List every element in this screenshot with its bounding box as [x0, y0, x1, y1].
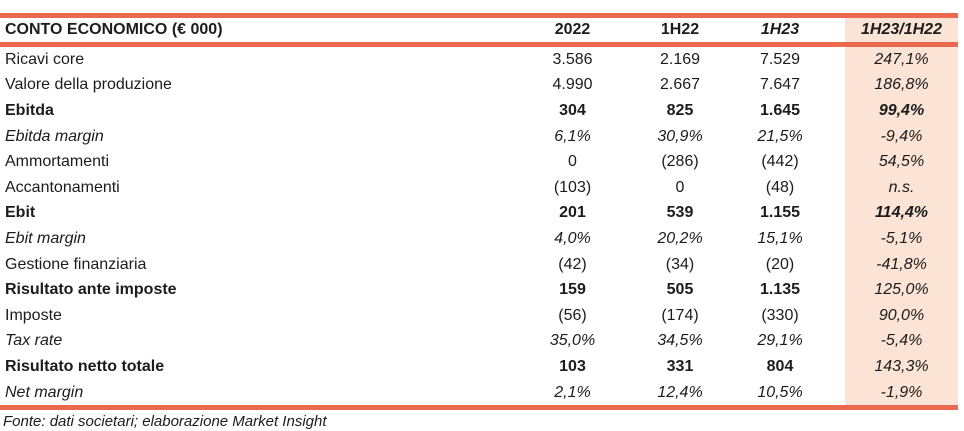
- cell-1h23: 10,5%: [757, 383, 803, 401]
- cell-ratio: 114,4%: [845, 200, 958, 227]
- cell-1h23: 804: [766, 357, 794, 375]
- cell-2022: (56): [558, 306, 587, 324]
- table-row-ebit: Ebit 201 539 1.155 114,4%: [0, 200, 958, 227]
- table-row-risultato-ante-imposte: Risultato ante imposte 159 505 1.135 125…: [0, 277, 958, 303]
- cell-2022: 3.586: [552, 50, 593, 68]
- cell-ratio: -9,4%: [845, 123, 958, 150]
- row-label: Ricavi core: [5, 50, 85, 68]
- cell-2022: (42): [558, 255, 587, 273]
- cell-2022: 304: [559, 101, 586, 119]
- cell-ratio: 143,3%: [845, 354, 958, 380]
- row-label: Imposte: [5, 306, 62, 324]
- row-label: Risultato netto totale: [5, 357, 165, 375]
- table-title: CONTO ECONOMICO (€ 000): [5, 21, 223, 38]
- col-header-2022: 2022: [554, 21, 591, 38]
- row-label: Accantonamenti: [5, 178, 120, 196]
- row-label: Valore della produzione: [5, 76, 172, 94]
- row-label: Ebitda: [5, 101, 54, 119]
- top-rule: [0, 13, 958, 18]
- cell-ratio: -1,9%: [845, 379, 958, 406]
- cell-ratio: n.s.: [845, 174, 958, 201]
- cell-2022: 103: [559, 357, 586, 375]
- cell-1h23: 7.647: [759, 76, 801, 94]
- source-note: Fonte: dati societari; elaborazione Mark…: [3, 413, 327, 431]
- cell-1h23: (442): [761, 153, 799, 171]
- cell-1h22: (34): [665, 255, 695, 273]
- cell-1h23: 7.529: [759, 50, 801, 68]
- row-label: Risultato ante imposte: [5, 281, 177, 299]
- cell-ratio: -5,1%: [845, 226, 958, 252]
- row-label: Ammortamenti: [5, 153, 110, 171]
- cell-1h22: 34,5%: [657, 332, 703, 350]
- table-row-ebitda-margin: Ebitda margin 6,1% 30,9% 21,5% -9,4%: [0, 123, 958, 150]
- cell-1h22: 539: [666, 204, 694, 222]
- table-row-tax-rate: Tax rate 35,0% 34,5% 29,1% -5,4%: [0, 328, 958, 355]
- cell-ratio: 186,8%: [845, 72, 958, 99]
- header-rule: [0, 42, 958, 47]
- cell-1h23: 15,1%: [757, 229, 803, 247]
- col-header-1h23: 1H23: [760, 21, 800, 38]
- table-row-valore-produzione: Valore della produzione 4.990 2.667 7.64…: [0, 72, 958, 99]
- cell-2022: 0: [568, 153, 577, 171]
- table-row-risultato-netto-totale: Risultato netto totale 103 331 804 143,3…: [0, 354, 958, 380]
- cell-ratio: 99,4%: [845, 98, 958, 124]
- row-label: Gestione finanziaria: [5, 255, 147, 273]
- cell-1h22: 30,9%: [657, 127, 703, 145]
- cell-1h22: 2.169: [659, 50, 701, 68]
- cell-2022: 6,1%: [554, 127, 591, 145]
- cell-ratio: 247,1%: [845, 47, 958, 73]
- cell-ratio: 90,0%: [845, 302, 958, 329]
- row-label: Net margin: [5, 383, 84, 401]
- cell-1h23: (330): [761, 306, 799, 324]
- col-header-1h22: 1H22: [660, 21, 700, 38]
- cell-1h22: 505: [666, 281, 694, 299]
- cell-2022: 2,1%: [554, 383, 591, 401]
- cell-2022: 159: [559, 281, 586, 299]
- row-label: Ebitda margin: [5, 127, 104, 145]
- bottom-rule: [0, 405, 958, 411]
- cell-ratio: -5,4%: [845, 328, 958, 355]
- col-header-1h23-1h22: 1H23/1H22: [845, 18, 958, 42]
- cell-1h22: 331: [666, 357, 694, 375]
- table-row-ammortamenti: Ammortamenti 0 (286) (442) 54,5%: [0, 149, 958, 175]
- cell-2022: (103): [553, 178, 592, 196]
- cell-ratio: 125,0%: [845, 277, 958, 303]
- cell-1h23: (48): [765, 178, 795, 196]
- cell-1h23: 1.645: [759, 101, 801, 119]
- cell-1h22: (174): [661, 306, 699, 324]
- cell-2022: 4,0%: [554, 229, 591, 247]
- row-label: Ebit margin: [5, 229, 86, 247]
- cell-2022: 201: [559, 204, 586, 222]
- table-row-ebit-margin: Ebit margin 4,0% 20,2% 15,1% -5,1%: [0, 226, 958, 252]
- cell-1h22: 0: [675, 178, 685, 196]
- cell-2022: 4.990: [552, 76, 593, 94]
- table-row-net-margin: Net margin 2,1% 12,4% 10,5% -1,9%: [0, 379, 958, 406]
- cell-2022: 35,0%: [549, 332, 596, 350]
- table-row-gestione-finanziaria: Gestione finanziaria (42) (34) (20) -41,…: [0, 251, 958, 278]
- cell-1h23: 21,5%: [757, 127, 803, 145]
- cell-1h22: 2.667: [659, 76, 701, 94]
- row-label: Tax rate: [5, 332, 63, 350]
- cell-1h23: 1.155: [759, 204, 801, 222]
- cell-1h22: 20,2%: [657, 229, 703, 247]
- cell-1h23: (20): [765, 255, 795, 273]
- cell-ratio: 54,5%: [845, 149, 958, 175]
- cell-1h22: (286): [661, 153, 699, 171]
- table-row-ebitda: Ebitda 304 825 1.645 99,4%: [0, 98, 958, 124]
- cell-ratio: -41,8%: [845, 251, 958, 278]
- row-label: Ebit: [5, 204, 36, 222]
- cell-1h23: 29,1%: [757, 332, 803, 350]
- cell-1h23: 1.135: [759, 281, 801, 299]
- cell-1h22: 825: [666, 101, 694, 119]
- table-row-accantonamenti: Accantonamenti (103) 0 (48) n.s.: [0, 174, 958, 201]
- cell-1h22: 12,4%: [657, 383, 703, 401]
- table-header-row: CONTO ECONOMICO (€ 000) 2022 1H22 1H23 1…: [0, 18, 958, 42]
- table-row-ricavi-core: Ricavi core 3.586 2.169 7.529 247,1%: [0, 47, 958, 73]
- table-row-imposte: Imposte (56) (174) (330) 90,0%: [0, 302, 958, 329]
